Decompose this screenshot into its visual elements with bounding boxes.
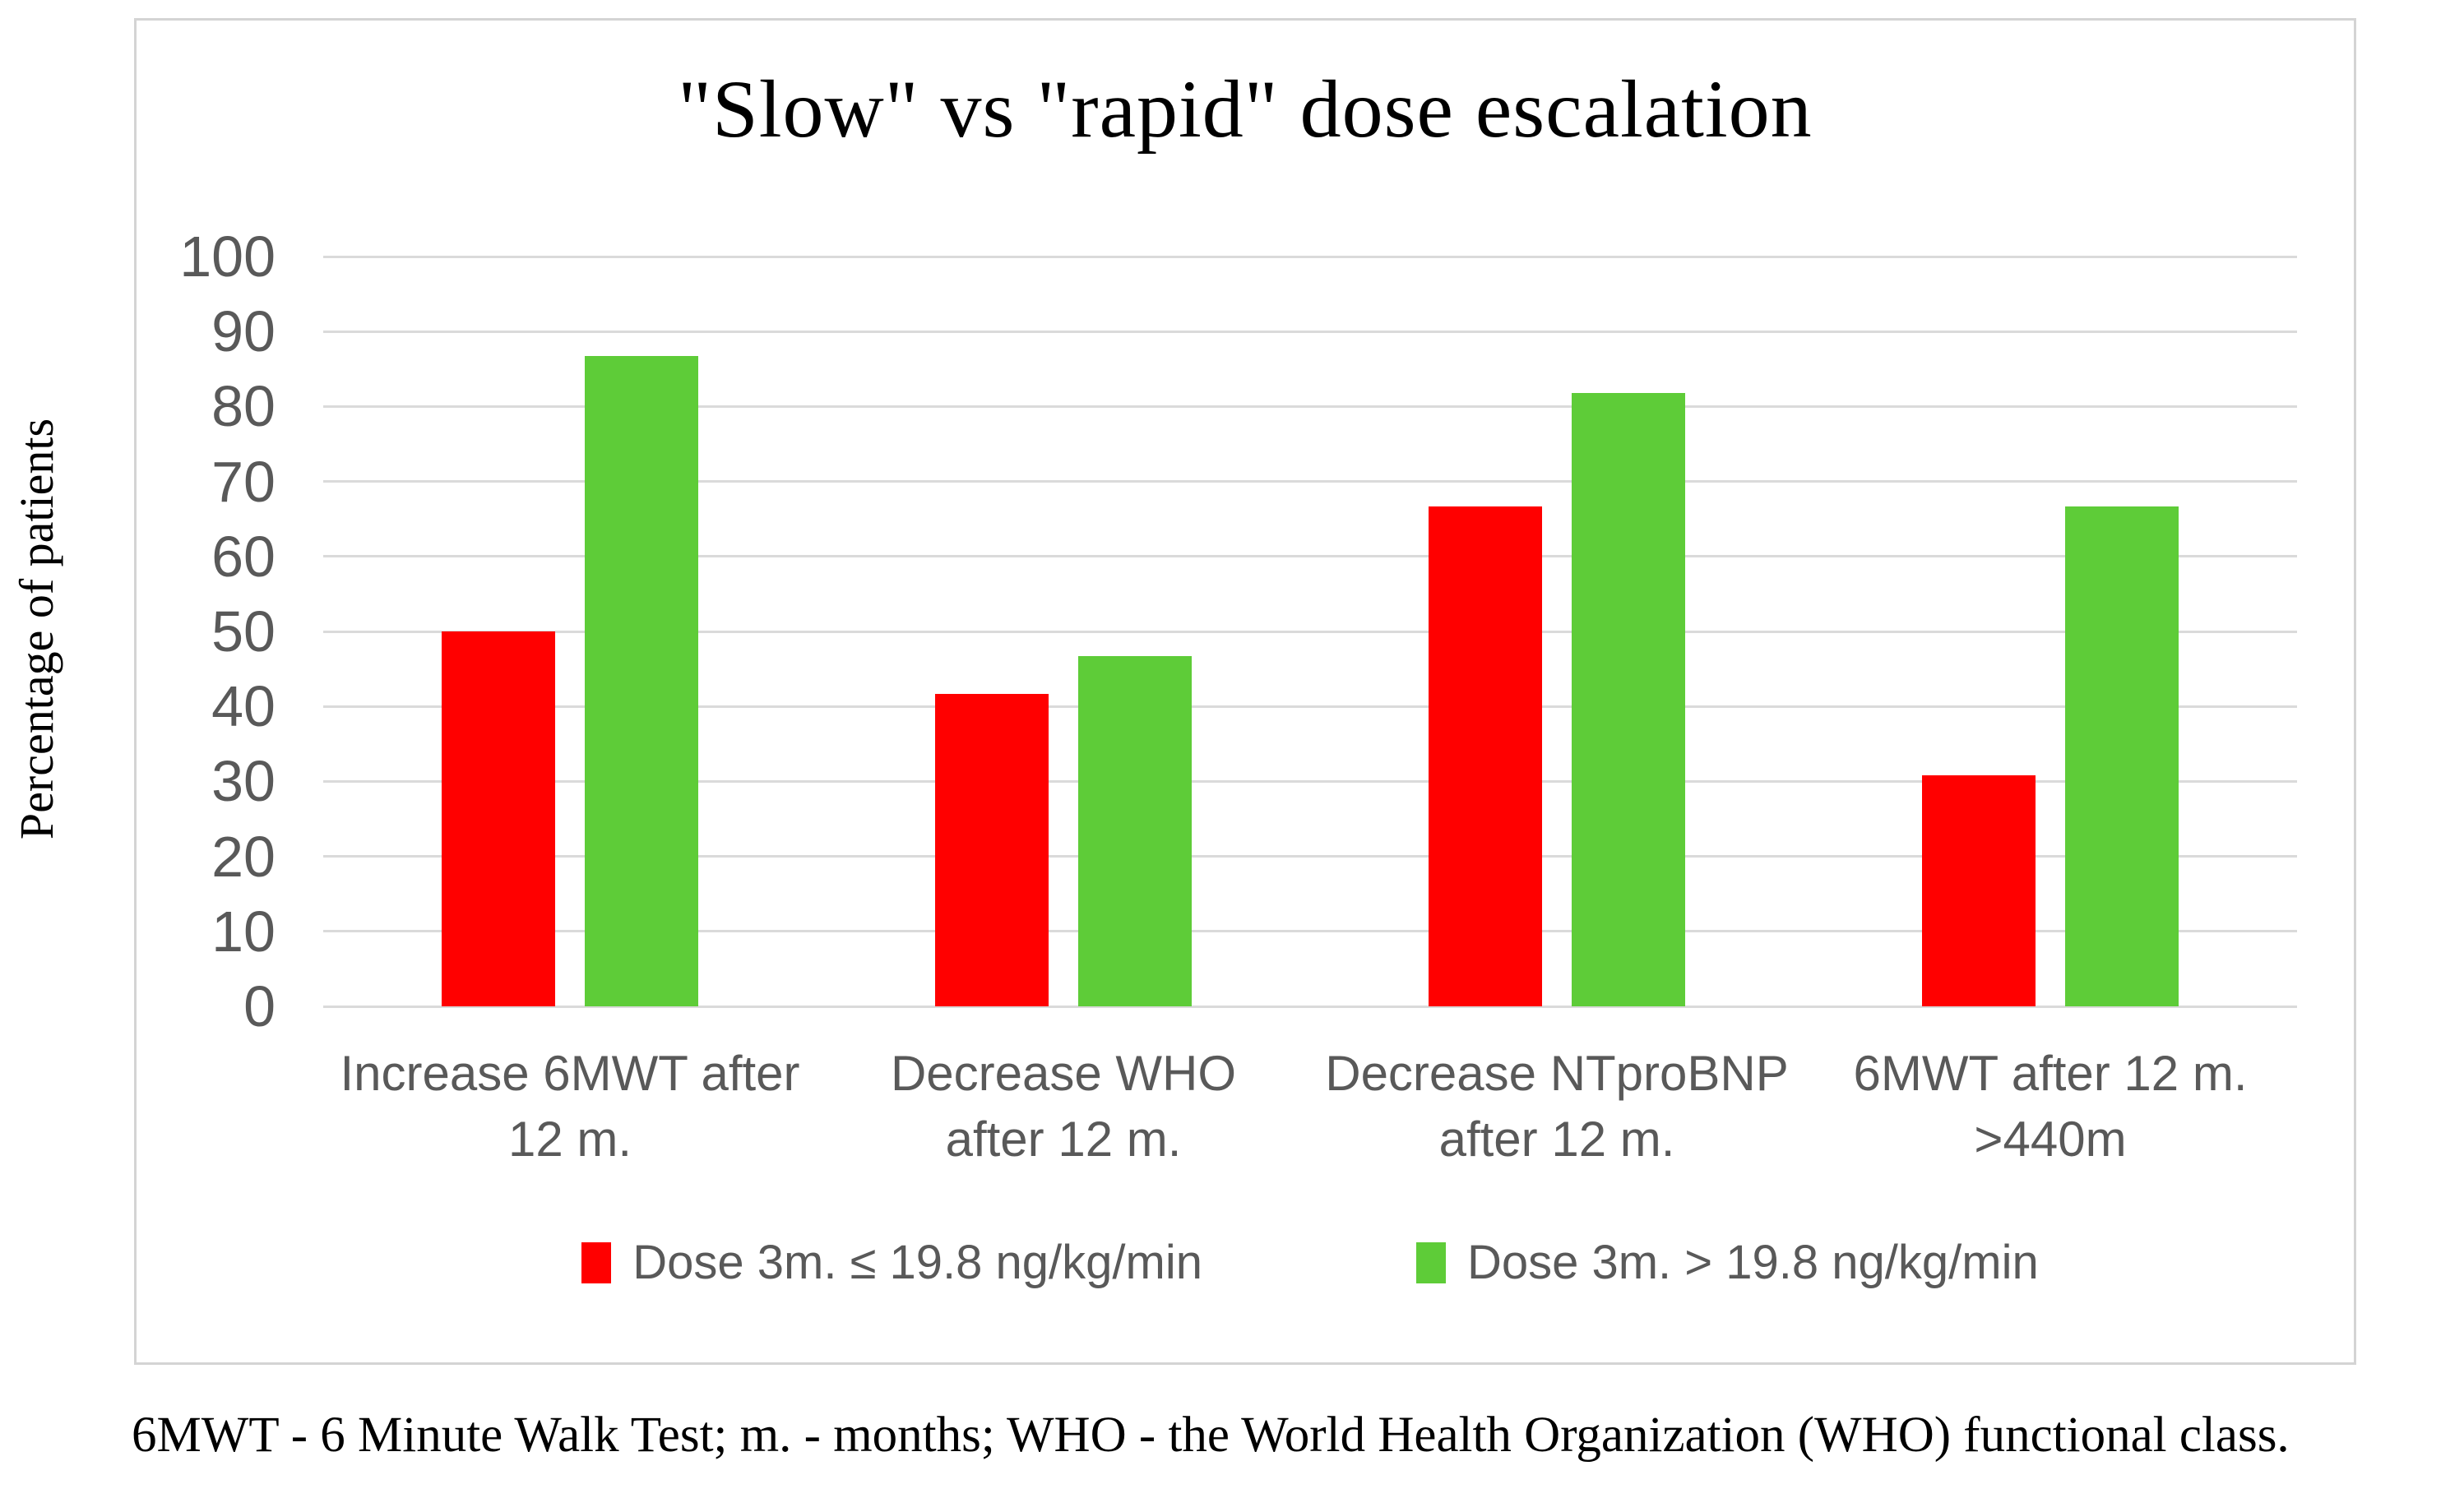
bar-series1-group3	[1429, 506, 1542, 1006]
bar-series2-group3	[1572, 392, 1685, 1006]
y-tick-label-10: 10	[211, 899, 276, 964]
legend-label-1: Dose 3m. ≤ 19.8 ng/kg/min	[632, 1236, 1202, 1289]
gridline-30	[323, 779, 2297, 783]
gridline-40	[323, 705, 2297, 708]
bar-group-1	[323, 257, 817, 1006]
legend-swatch-2	[1415, 1242, 1446, 1283]
y-tick-label-30: 30	[211, 749, 276, 814]
footnote-abbreviations: 6MWT - 6 Minute Walk Test; m. - months; …	[132, 1408, 2290, 1463]
bar-group-3	[1310, 257, 1804, 1006]
y-tick-label-0: 0	[243, 974, 276, 1038]
gridline-50	[323, 630, 2297, 633]
y-axis-title: Percentage of patients	[10, 418, 63, 840]
y-tick-label-70: 70	[211, 449, 276, 514]
y-tick-label-80: 80	[211, 374, 276, 439]
bar-series2-group1	[585, 356, 698, 1006]
gridline-90	[323, 330, 2297, 333]
category-label-1-line1: Increase 6MWT after	[340, 1046, 800, 1101]
category-label-4: 6MWT after 12 m. >440m	[1804, 1041, 2297, 1172]
category-label-1-line2: 12 m.	[507, 1112, 632, 1167]
gridline-60	[323, 555, 2297, 558]
legend: Dose 3m. ≤ 19.8 ng/kg/min Dose 3m. > 19.8…	[323, 1236, 2297, 1290]
bar-series2-group4	[2065, 506, 2179, 1006]
y-tick-label-90: 90	[211, 299, 276, 364]
legend-swatch-1	[581, 1242, 612, 1283]
plot-area: 100 90 80 70 60 50 40 30 20 10 0	[179, 227, 2297, 1036]
category-label-1: Increase 6MWT after 12 m.	[323, 1041, 817, 1172]
bar-series2-group2	[1078, 656, 1192, 1006]
gridline-20	[323, 855, 2297, 858]
bar-group-2	[817, 257, 1310, 1006]
y-tick-label-100: 100	[179, 224, 276, 289]
y-tick-label-20: 20	[211, 824, 276, 889]
category-label-3-line1: Decrease NTproBNP	[1325, 1046, 1789, 1101]
bar-series1-group4	[1922, 775, 2036, 1006]
gridline-80	[323, 405, 2297, 408]
legend-item-1: Dose 3m. ≤ 19.8 ng/kg/min	[581, 1236, 1202, 1290]
bar-group-4	[1804, 257, 2297, 1006]
bar-series1-group2	[935, 693, 1049, 1006]
y-tick-label-50: 50	[211, 599, 276, 663]
gridline-100	[323, 255, 2297, 258]
legend-label-2: Dose 3m. > 19.8 ng/kg/min	[1466, 1236, 2039, 1289]
chart-title: "Slow" vs "rapid" dose escalation	[678, 63, 1813, 155]
category-label-3: Decrease NTproBNP after 12 m.	[1310, 1041, 1804, 1172]
category-label-2-line2: after 12 m.	[945, 1112, 1182, 1167]
gridline-10	[323, 930, 2297, 933]
category-label-4-line2: >440m	[1974, 1112, 2127, 1167]
category-label-2-line1: Decrease WHO	[890, 1046, 1237, 1101]
gridline-70	[323, 480, 2297, 483]
chart-figure: "Slow" vs "rapid" dose escalation 100 90 8…	[134, 18, 2356, 1365]
x-axis-category-labels: Increase 6MWT after 12 m. Decrease WHO afte…	[323, 1041, 2297, 1172]
y-tick-label-40: 40	[211, 674, 276, 739]
gridline-0	[323, 1005, 2297, 1008]
category-label-4-line1: 6MWT after 12 m.	[1853, 1046, 2248, 1101]
category-label-2: Decrease WHO after 12 m.	[817, 1041, 1310, 1172]
category-label-3-line2: after 12 m.	[1438, 1112, 1675, 1167]
bar-series1-group1	[442, 631, 555, 1006]
legend-item-2: Dose 3m. > 19.8 ng/kg/min	[1415, 1236, 2039, 1290]
y-tick-label-60: 60	[211, 524, 276, 589]
